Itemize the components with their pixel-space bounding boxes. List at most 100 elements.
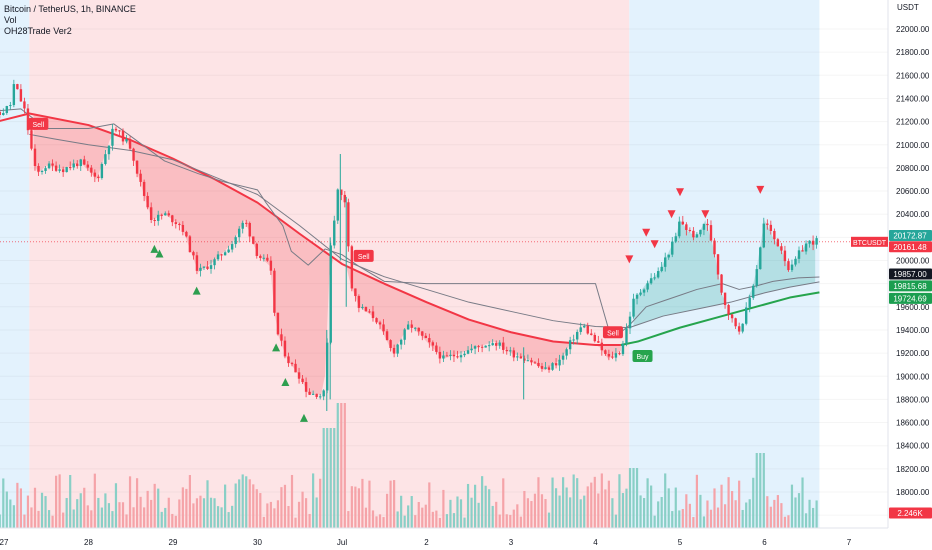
- buy-arrow-marker: [272, 343, 281, 352]
- candle-body: [318, 396, 322, 398]
- candle-body: [135, 160, 139, 174]
- volume-bar: [192, 503, 195, 528]
- volume-bar: [287, 505, 290, 528]
- volume-bar: [79, 493, 82, 528]
- candle-body: [561, 355, 565, 360]
- candle-body: [678, 221, 681, 237]
- candle-body: [385, 331, 389, 341]
- volume-bar: [695, 474, 698, 528]
- candle-body: [744, 307, 748, 324]
- candle-body: [297, 372, 301, 379]
- volume-bar: [146, 490, 149, 528]
- candle-body: [399, 339, 403, 345]
- candle-body: [720, 274, 723, 293]
- buy-signal: Buy: [632, 349, 653, 362]
- volume-bar: [58, 474, 61, 528]
- candle-body: [111, 128, 114, 146]
- volume-bar: [160, 511, 163, 528]
- volume-bar: [734, 500, 737, 528]
- volume-bar: [463, 517, 466, 528]
- candle-body: [554, 363, 558, 366]
- volume-bar: [586, 486, 589, 528]
- trade-indicator-label[interactable]: OH28Trade Ver2: [4, 26, 72, 36]
- candle-body: [245, 222, 248, 224]
- candle-body: [575, 331, 579, 340]
- volume-bar: [713, 488, 716, 528]
- buy-arrow-marker: [299, 413, 308, 422]
- sell-signal: Sell: [353, 249, 374, 262]
- candle-body: [759, 247, 762, 270]
- candle-body: [790, 264, 794, 271]
- candle-body: [776, 239, 780, 247]
- volume-bar: [621, 493, 625, 528]
- candle-body: [382, 324, 385, 332]
- symbol-price-tag-text: BTCUSDT: [853, 240, 887, 247]
- candle-body: [220, 254, 223, 256]
- candle-body: [614, 353, 618, 358]
- volume-bar: [326, 428, 329, 528]
- candle-body: [632, 298, 635, 317]
- candle-body: [118, 130, 121, 132]
- candle-body: [68, 167, 72, 169]
- volume-bar: [579, 499, 582, 528]
- volume-bar: [23, 514, 26, 528]
- sell-arrow-marker: [650, 240, 659, 249]
- symbol-title[interactable]: Bitcoin / TetherUS, 1h, BINANCE: [4, 4, 136, 14]
- sell-arrow-marker: [642, 228, 651, 237]
- volume-bar: [40, 492, 44, 528]
- volume-bar: [375, 516, 378, 528]
- candle-body: [442, 355, 445, 359]
- volume-bar: [347, 511, 350, 528]
- volume-bar: [396, 511, 399, 528]
- volume-bar: [382, 517, 385, 528]
- candle-body: [167, 213, 170, 216]
- price-tick-label: 18400.00: [896, 442, 930, 451]
- candle-body: [86, 164, 89, 168]
- sell-arrow-marker: [701, 210, 710, 219]
- candle-body: [44, 168, 47, 171]
- candle-body: [523, 358, 526, 361]
- bear-cloud: [33, 114, 621, 396]
- price-tag-bg: [889, 280, 932, 292]
- candle-body: [72, 163, 75, 168]
- volume-bar: [72, 509, 75, 528]
- volume-bar: [252, 484, 255, 528]
- volume-bar: [431, 511, 434, 528]
- volume-bar: [421, 507, 424, 528]
- volume-bar: [611, 498, 614, 528]
- candle-body: [273, 270, 276, 313]
- volume-bar: [378, 514, 382, 528]
- candle-body: [804, 243, 808, 252]
- volume-bar: [9, 499, 12, 528]
- time-tick-label: 30: [253, 538, 262, 547]
- volume-bar: [62, 512, 65, 528]
- candle-body: [23, 101, 26, 109]
- candle-body: [107, 145, 111, 155]
- volume-bar: [572, 474, 575, 528]
- candle-body: [604, 350, 607, 354]
- candle-body: [723, 292, 727, 306]
- candle-body: [410, 324, 413, 328]
- volume-bar: [368, 480, 371, 528]
- time-axis[interactable]: 27 28 29 30 Jul 2 3 4 5 6 7: [0, 527, 932, 550]
- price-tick-label: 19000.00: [896, 372, 930, 381]
- candle-body: [30, 130, 33, 149]
- volume-bar: [604, 489, 607, 528]
- volume-bar: [738, 480, 741, 528]
- volume-bar: [509, 514, 512, 528]
- candle-body: [227, 249, 230, 253]
- time-axis-bg: [0, 528, 932, 550]
- volume-bar: [731, 491, 734, 528]
- volume-bar: [635, 468, 639, 528]
- volume-bar: [153, 483, 156, 528]
- volume-bar: [692, 517, 695, 528]
- candle-body: [801, 250, 804, 252]
- candle-body: [414, 327, 417, 329]
- price-tag-bg: [889, 229, 932, 241]
- candle-body: [61, 169, 65, 173]
- volume-bar: [340, 403, 343, 528]
- volume-indicator-label[interactable]: Vol: [4, 15, 17, 25]
- candle-body: [491, 343, 494, 346]
- candle-body: [199, 267, 202, 271]
